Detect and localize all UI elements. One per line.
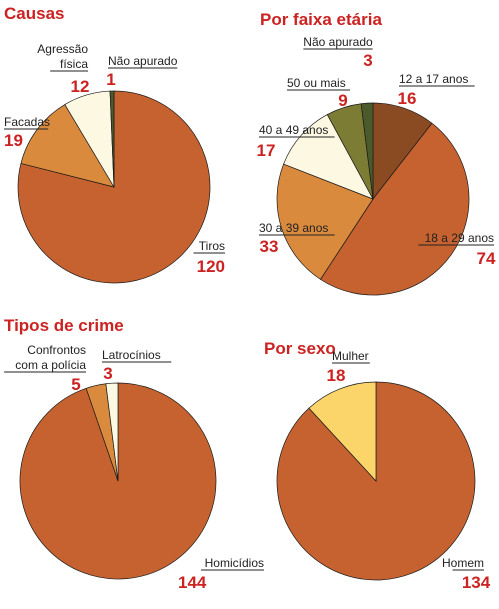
- slice-value-confrontos-com-a-policia: 5: [71, 375, 80, 394]
- pie-slice-mulher: [308, 381, 377, 482]
- slice-value-homem: 134: [462, 573, 491, 592]
- slice-value-latrocinios: 3: [103, 364, 112, 383]
- slice-label-tiros: Tiros: [199, 239, 225, 253]
- slice-label-facadas: Facadas: [4, 115, 50, 129]
- slice-value-50-ou-mais: 9: [338, 91, 347, 110]
- slice-value-40-a-49-anos: 17: [257, 141, 276, 160]
- chart-title-por-sexo: Por sexo: [264, 339, 336, 358]
- slice-label-30-a-39-anos: 30 a 39 anos: [259, 221, 328, 235]
- slice-value-30-a-39-anos: 33: [260, 237, 279, 256]
- slice-value-tiros: 120: [197, 257, 225, 276]
- pie-slice-facadas: [20, 104, 115, 188]
- slice-value-18-a-29-anos: 74: [477, 249, 496, 268]
- slice-label-latrocinios: Latrocínios: [102, 348, 161, 362]
- chart-title-causas: Causas: [4, 4, 64, 23]
- slice-label-confrontos-com-a-policia: Confrontos: [27, 343, 86, 357]
- slice-value-facadas: 19: [4, 131, 23, 150]
- slice-label-agressao-fisica: física: [60, 57, 88, 71]
- pie-slice-18-a-29-anos: [320, 122, 470, 296]
- slice-label-12-a-17-anos: 12 a 17 anos: [399, 72, 468, 86]
- slice-value-homicidios: 144: [178, 573, 207, 592]
- slice-label-mulher: Mulher: [332, 349, 369, 363]
- pie-slice-nao-apurado: [109, 90, 115, 188]
- slice-label-agressao-fisica: Agressão: [37, 42, 88, 56]
- slice-label-50-ou-mais: 50 ou mais: [287, 76, 346, 90]
- pie-slice-tiros: [17, 90, 211, 284]
- chart-title-por-faixa-etaria: Por faixa etária: [260, 10, 382, 29]
- slice-label-homem: Homem: [442, 556, 484, 570]
- pie-slice-40-a-49-anos: [283, 114, 374, 200]
- slice-value-nao-apurado: 3: [363, 51, 372, 70]
- chart-title-tipos-de-crime: Tipos de crime: [4, 316, 124, 335]
- pie-slice-latrocinios: [105, 382, 119, 482]
- pie-slice-homicidios: [19, 382, 217, 580]
- slice-value-12-a-17-anos: 16: [398, 89, 417, 108]
- slice-value-nao-apurado: 1: [106, 70, 115, 89]
- slice-label-homicidios: Homicídios: [205, 556, 264, 570]
- slice-value-mulher: 18: [327, 366, 346, 385]
- pie-slice-30-a-39-anos: [276, 163, 374, 280]
- slice-label-40-a-49-anos: 40 a 49 anos: [259, 123, 328, 137]
- slice-label-nao-apurado: Não apurado: [303, 35, 373, 49]
- slice-value-agressao-fisica: 12: [71, 77, 90, 96]
- slice-label-confrontos-com-a-policia: com a polícia: [15, 358, 86, 372]
- slice-label-nao-apurado: Não apurado: [108, 54, 178, 68]
- slice-label-18-a-29-anos: 18 a 29 anos: [425, 231, 494, 245]
- pie-slice-nao-apurado: [360, 102, 374, 200]
